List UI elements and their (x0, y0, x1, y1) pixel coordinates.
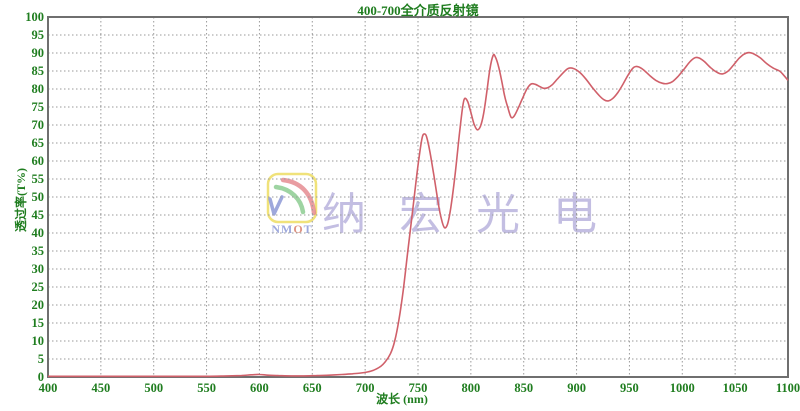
y-tick-label: 20 (32, 298, 45, 312)
x-tick-label: 500 (144, 381, 163, 395)
plot-border (47, 16, 789, 378)
y-tick-label: 15 (32, 316, 45, 330)
y-tick-label: 25 (32, 280, 45, 294)
y-tick-label: 5 (38, 352, 44, 366)
y-tick-label: 85 (32, 64, 45, 78)
x-tick-label: 950 (620, 381, 639, 395)
x-tick-label: 1050 (723, 381, 748, 395)
x-tick-label: 650 (303, 381, 322, 395)
y-tick-label: 65 (32, 136, 45, 150)
y-tick-label: 40 (32, 226, 45, 240)
y-tick-label: 95 (32, 28, 45, 42)
x-tick-label: 850 (514, 381, 533, 395)
x-tick-label: 900 (567, 381, 586, 395)
y-tick-label: 10 (32, 334, 45, 348)
y-tick-label: 45 (32, 208, 45, 222)
x-tick-label: 800 (461, 381, 480, 395)
x-tick-label: 700 (356, 381, 375, 395)
x-tick-label: 600 (250, 381, 269, 395)
x-tick-label: 1100 (776, 381, 800, 395)
y-tick-label: 35 (32, 244, 45, 258)
x-tick-label: 400 (39, 381, 58, 395)
x-tick-label: 1000 (670, 381, 695, 395)
y-axis-title: 透过率(T%) (14, 168, 28, 232)
y-tick-label: 60 (32, 154, 45, 168)
y-tick-label: 90 (32, 46, 45, 60)
x-tick-label: 750 (409, 381, 428, 395)
y-tick-label: 50 (32, 190, 45, 204)
y-tick-label: 55 (32, 172, 45, 186)
x-tick-label: 550 (197, 381, 216, 395)
transmittance-curve (47, 51, 789, 378)
x-tick-label: 450 (91, 381, 110, 395)
y-tick-label: 80 (32, 82, 45, 96)
chart-title: 400-700全介质反射镜 (357, 3, 479, 18)
y-tick-label: 70 (32, 118, 45, 132)
y-tick-label: 100 (25, 10, 44, 24)
y-tick-label: 0 (38, 370, 44, 384)
y-tick-label: 30 (32, 262, 45, 276)
y-tick-label: 75 (32, 100, 45, 114)
x-axis-title: 波长 (nm) (376, 392, 428, 406)
